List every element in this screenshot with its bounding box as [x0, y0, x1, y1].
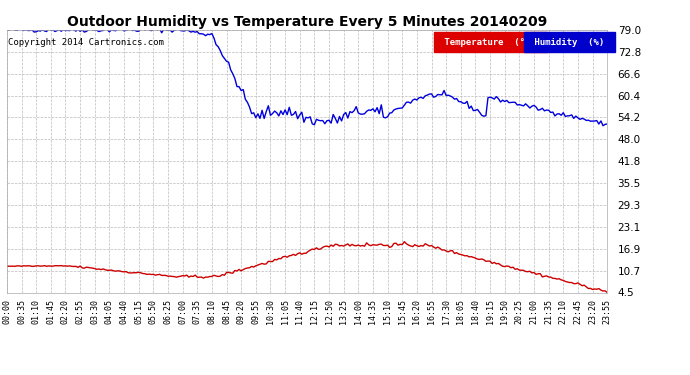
Text: Temperature  (°F): Temperature (°F)	[439, 38, 541, 47]
Text: Humidity  (%): Humidity (%)	[529, 38, 610, 47]
Title: Outdoor Humidity vs Temperature Every 5 Minutes 20140209: Outdoor Humidity vs Temperature Every 5 …	[67, 15, 547, 29]
Text: Copyright 2014 Cartronics.com: Copyright 2014 Cartronics.com	[8, 38, 164, 47]
